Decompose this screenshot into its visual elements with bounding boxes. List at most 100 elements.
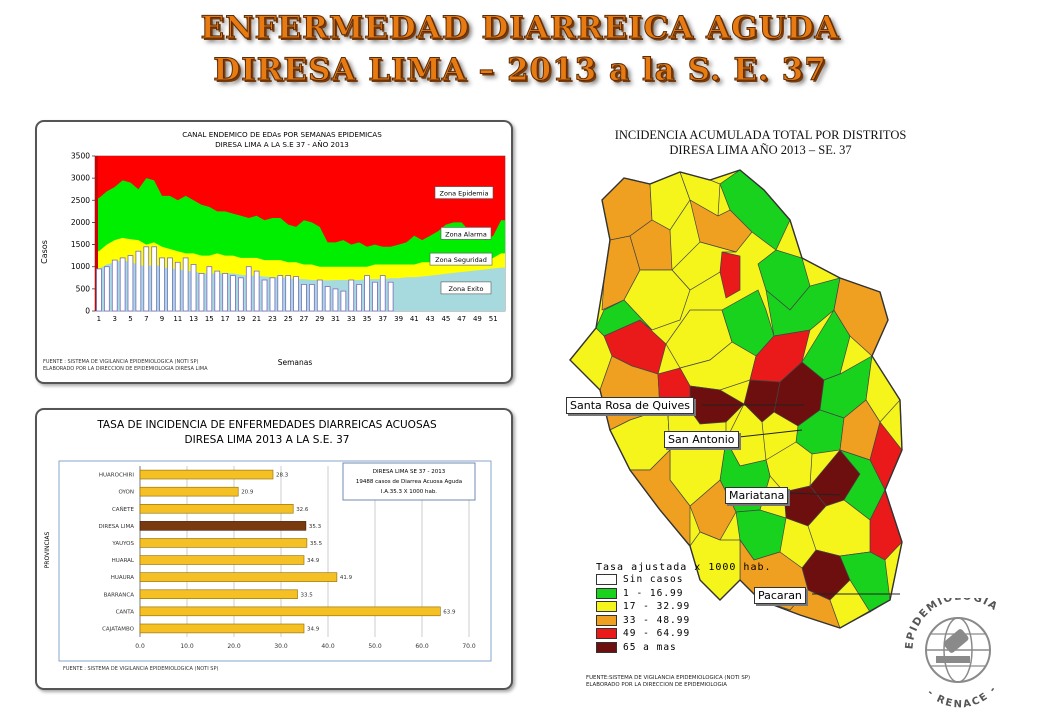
callout-santa-rosa-de-quives: Santa Rosa de Quives <box>566 397 695 414</box>
legend-label: 33 - 48.99 <box>623 614 691 626</box>
chart2-source: FUENTE : SISTEMA DE VIGILANCIA EPIDEMIOL… <box>63 666 218 672</box>
chart1-xtick-label: 45 <box>441 315 450 323</box>
chart1-case-bar <box>253 270 260 312</box>
map-border <box>569 169 903 629</box>
svg-text:- RENACE -: - RENACE - <box>925 683 1000 708</box>
chart1-case-bar <box>364 275 370 312</box>
chart1-zone-label-box <box>440 227 492 240</box>
chart1-case-bar <box>198 272 205 312</box>
chart1-case-bar <box>293 276 299 312</box>
main-title-line1: ENFERMEDAD DIARREICA AGUDA <box>200 10 840 47</box>
chart1-ylabel: Casos <box>40 240 49 264</box>
main-title-line2: DIRESA LIMA – 2013 a la S. E. 37 <box>213 52 827 89</box>
chart1-zone-label-box <box>429 252 493 266</box>
chart1-xtick-label: 47 <box>457 315 466 323</box>
endemic-channel-chart: CANAL ENDEMICO DE EDAs POR SEMANAS EPIDE… <box>40 130 506 372</box>
legend-label: 49 - 64.99 <box>623 628 691 640</box>
chart1-xtick-label: 5 <box>128 315 132 323</box>
renace-logo: EPIDEMIOLOGIA - RENACE - <box>903 598 1000 708</box>
callout-mariatana: Mariatana <box>725 487 789 504</box>
chart1-zone-label-box <box>440 281 492 295</box>
legend-item: 33 - 48.99 <box>596 614 772 628</box>
chart2-note-line1: DIRESA LIMA SE 37 - 2013 <box>373 469 446 475</box>
chart1-zone-area <box>95 260 505 311</box>
chart2-category-label: HUAURA <box>111 575 135 581</box>
chart2-xtick-label: 50.0 <box>368 643 382 650</box>
chart1-case-bar <box>324 286 331 312</box>
chart1-xtick-label: 33 <box>347 315 356 323</box>
chart2-value-label: 28.3 <box>276 473 289 479</box>
chart1-xtick-label: 13 <box>189 315 198 323</box>
chart1-xtick-label: 25 <box>284 315 293 323</box>
chart2-bar <box>139 589 298 600</box>
chart2-value-label: 63.9 <box>443 609 456 615</box>
chart2-bar <box>139 504 294 514</box>
legend-label: 65 a mas <box>623 641 677 653</box>
callout-pacaran: Pacaran <box>754 587 806 604</box>
map-district <box>801 309 851 381</box>
logo-microscope-icon <box>943 629 969 653</box>
chart2-value-label: 41.9 <box>340 575 353 581</box>
chart2-ylabel: PROVINCIAS <box>44 531 51 568</box>
chart1-ytick-label: 3000 <box>71 174 90 183</box>
chart1-xtick-label: 51 <box>489 315 498 323</box>
chart1-case-bar <box>237 277 244 312</box>
chart1-ytick-label: 3500 <box>71 152 90 161</box>
legend-item: 1 - 16.99 <box>596 587 772 601</box>
incidence-bar-panel: TASA DE INCIDENCIA DE ENFERMEDADES DIARR… <box>35 408 513 690</box>
chart2-category-label: CAÑETE <box>112 506 135 513</box>
chart1-xtick-label: 11 <box>173 315 182 323</box>
chart1-xtick-label: 43 <box>426 315 435 323</box>
chart1-case-bar <box>285 275 291 312</box>
chart1-zone-label: Zona Seguridad <box>435 256 487 264</box>
chart2-bar <box>139 623 305 634</box>
chart1-case-bar <box>151 246 157 312</box>
legend-label: 17 - 32.99 <box>623 601 691 613</box>
chart1-zone-label: Zona Alarma <box>445 230 487 238</box>
chart1-case-bar <box>119 257 126 312</box>
chart1-xtick-label: 7 <box>144 315 148 323</box>
chart2-note-line3: I.A.35.3 X 1000 hab. <box>381 489 437 495</box>
legend-label: Sin casos <box>623 574 684 586</box>
map-source-line2: ELABORADO POR LA DIRECCION DE EPIDEMIOLO… <box>586 682 727 688</box>
legend-swatch <box>596 628 617 640</box>
chart2-xtick-label: 10.0 <box>180 643 194 650</box>
map-district <box>743 379 781 423</box>
chart1-ytick-label: 500 <box>76 284 91 293</box>
chart1-case-bar <box>356 283 363 312</box>
chart2-title-line2: DIRESA LIMA 2013 A LA S.E. 37 <box>185 434 350 446</box>
chart2-title-line1: TASA DE INCIDENCIA DE ENFERMEDADES DIARR… <box>96 419 437 431</box>
chart2-note-line2: 19488 casos de Diarrea Acuosa Aguda <box>356 479 462 485</box>
chart2-value-label: 33.5 <box>301 592 314 598</box>
callout-san-antonio: San Antonio <box>664 431 739 448</box>
chart1-xtick-label: 1 <box>97 315 101 323</box>
legend-item: 49 - 64.99 <box>596 627 772 641</box>
legend-label: 1 - 16.99 <box>623 587 684 599</box>
chart1-left-edge <box>95 156 98 311</box>
chart1-case-bar <box>214 270 221 312</box>
chart1-xtick-label: 23 <box>268 315 277 323</box>
chart1-xtick-label: 41 <box>410 315 419 323</box>
chart2-frame <box>58 460 492 662</box>
chart2-value-label: 34.9 <box>307 627 320 633</box>
chart1-xtick-label: 21 <box>252 315 261 323</box>
chart2-category-label: YAUYOS <box>111 541 134 547</box>
chart1-ytick-label: 2000 <box>71 218 90 227</box>
chart2-note-box <box>342 462 476 501</box>
chart1-zone-label: Zona Epidemia <box>440 190 489 198</box>
chart2-category-label: OYON <box>118 490 134 496</box>
chart1-case-bar <box>308 283 315 312</box>
chart1-case-bar <box>111 259 118 312</box>
chart1-case-bar <box>379 275 386 312</box>
chart2-xtick-label: 20.0 <box>227 643 241 650</box>
chart1-zone-label-box <box>434 186 494 199</box>
legend-title: Tasa ajustada x 1000 hab. <box>596 562 772 573</box>
chart2-bar <box>139 572 338 582</box>
chart1-case-bar <box>301 283 307 312</box>
chart1-xtick-label: 29 <box>315 315 324 323</box>
chart1-case-bar <box>206 266 213 312</box>
chart2-bar <box>139 521 307 531</box>
chart1-case-bar <box>277 275 284 312</box>
chart2-bar <box>139 469 274 480</box>
chart2-xtick-label: 60.0 <box>415 643 429 650</box>
